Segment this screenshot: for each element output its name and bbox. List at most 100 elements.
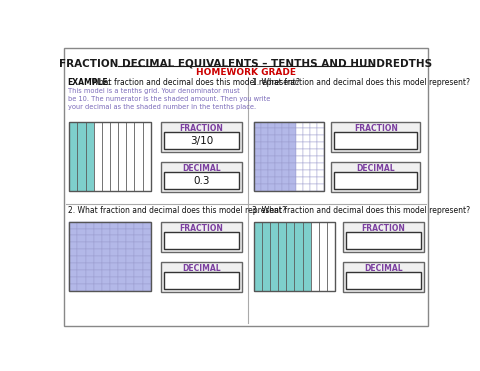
Bar bbox=[102, 256, 110, 263]
Bar bbox=[110, 256, 118, 263]
Bar bbox=[254, 122, 261, 128]
Bar bbox=[310, 163, 316, 170]
Bar bbox=[268, 149, 275, 156]
Bar bbox=[282, 170, 288, 177]
Bar bbox=[254, 156, 261, 163]
Bar bbox=[77, 277, 85, 284]
Bar bbox=[275, 156, 282, 163]
Bar bbox=[296, 163, 302, 170]
Bar bbox=[296, 149, 302, 156]
Bar bbox=[143, 263, 151, 270]
Bar bbox=[69, 242, 77, 249]
Text: FRACTION: FRACTION bbox=[180, 124, 223, 133]
Text: DECIMAL: DECIMAL bbox=[357, 164, 395, 173]
Bar bbox=[94, 256, 102, 263]
Bar bbox=[134, 277, 143, 284]
Bar bbox=[288, 142, 296, 149]
Bar bbox=[275, 128, 282, 135]
Text: 3. What fraction and decimal does this model represent?: 3. What fraction and decimal does this m… bbox=[252, 206, 470, 215]
Bar bbox=[102, 122, 110, 191]
Bar bbox=[302, 122, 310, 128]
Bar bbox=[282, 184, 288, 191]
Bar bbox=[275, 170, 282, 177]
Bar bbox=[302, 149, 310, 156]
Bar bbox=[254, 221, 335, 291]
Bar bbox=[134, 242, 143, 249]
Bar bbox=[254, 128, 261, 135]
Bar bbox=[77, 122, 85, 191]
Text: 1. What fraction and decimal does this model represent?: 1. What fraction and decimal does this m… bbox=[252, 78, 470, 88]
Bar bbox=[69, 221, 77, 229]
Bar bbox=[275, 163, 282, 170]
Bar bbox=[77, 270, 85, 277]
Bar bbox=[94, 236, 102, 242]
Bar bbox=[134, 249, 143, 256]
Bar bbox=[331, 122, 420, 152]
Bar bbox=[310, 142, 316, 149]
Bar bbox=[69, 256, 77, 263]
Text: FRACTION: FRACTION bbox=[361, 224, 406, 233]
Bar bbox=[275, 149, 282, 156]
Bar bbox=[254, 122, 324, 191]
Bar bbox=[110, 270, 118, 277]
Bar bbox=[261, 122, 268, 128]
Bar bbox=[102, 229, 110, 236]
Bar bbox=[270, 221, 278, 291]
Bar bbox=[268, 128, 275, 135]
Bar bbox=[261, 184, 268, 191]
Bar bbox=[110, 249, 118, 256]
Bar bbox=[261, 135, 268, 142]
Bar bbox=[161, 262, 242, 292]
Bar bbox=[77, 229, 85, 236]
Text: 0.3: 0.3 bbox=[193, 176, 210, 186]
Bar bbox=[302, 184, 310, 191]
Bar bbox=[302, 135, 310, 142]
Bar bbox=[164, 132, 239, 149]
Bar bbox=[77, 263, 85, 270]
Text: This model is a tenths grid. Your denominator must
be 10. The numerator is the s: This model is a tenths grid. Your denomi… bbox=[68, 88, 270, 110]
Bar bbox=[296, 122, 302, 128]
Text: FRACTION: FRACTION bbox=[354, 124, 398, 133]
Bar bbox=[310, 128, 316, 135]
Bar bbox=[286, 221, 294, 291]
Bar bbox=[346, 272, 421, 289]
Bar bbox=[94, 263, 102, 270]
Bar bbox=[143, 284, 151, 291]
Bar bbox=[143, 242, 151, 249]
Bar bbox=[254, 142, 261, 149]
Bar bbox=[261, 163, 268, 170]
Bar bbox=[118, 236, 126, 242]
Bar bbox=[261, 156, 268, 163]
Bar bbox=[261, 128, 268, 135]
Bar bbox=[288, 184, 296, 191]
Text: FRACTION DECIMAL EQUIVALENTS – TENTHS AND HUNDREDTHS: FRACTION DECIMAL EQUIVALENTS – TENTHS AN… bbox=[60, 58, 432, 68]
Bar bbox=[254, 184, 261, 191]
Bar bbox=[102, 284, 110, 291]
Bar bbox=[282, 149, 288, 156]
Bar bbox=[302, 170, 310, 177]
Bar bbox=[288, 128, 296, 135]
Bar bbox=[268, 170, 275, 177]
Bar bbox=[69, 122, 151, 191]
Bar bbox=[69, 270, 77, 277]
Bar bbox=[282, 135, 288, 142]
Bar bbox=[126, 270, 134, 277]
Bar bbox=[268, 142, 275, 149]
Bar bbox=[316, 142, 324, 149]
Bar bbox=[118, 242, 126, 249]
Bar bbox=[296, 142, 302, 149]
Bar bbox=[143, 122, 151, 191]
Bar bbox=[161, 161, 242, 192]
Bar bbox=[296, 170, 302, 177]
Bar bbox=[296, 135, 302, 142]
Text: What fraction and decimal does this model represent?: What fraction and decimal does this mode… bbox=[89, 78, 300, 88]
Bar bbox=[85, 221, 94, 229]
Bar bbox=[126, 277, 134, 284]
Bar bbox=[69, 263, 77, 270]
Bar bbox=[262, 221, 270, 291]
Text: DECIMAL: DECIMAL bbox=[182, 264, 221, 273]
Bar bbox=[164, 272, 239, 289]
Bar bbox=[302, 177, 310, 184]
Bar bbox=[110, 277, 118, 284]
Bar bbox=[102, 221, 110, 229]
